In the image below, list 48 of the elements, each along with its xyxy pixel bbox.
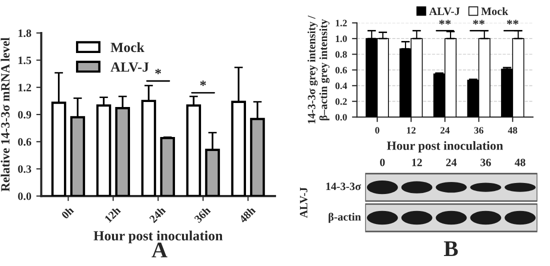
bar	[160, 136, 175, 196]
text: 48	[514, 158, 526, 166]
annotation: *	[200, 80, 206, 86]
x-tick-label: 24	[440, 127, 450, 134]
text: 0	[380, 158, 385, 166]
legend-label: Mock	[110, 42, 144, 52]
x-tick-label: 48	[508, 127, 518, 134]
annotation: **	[506, 20, 518, 25]
y-tick-label: 1.5	[18, 56, 32, 64]
legend-label: Mock	[481, 7, 508, 16]
x-axis-title: Hour post inoculation	[94, 230, 223, 244]
y-tick-label: 1.8	[18, 29, 32, 37]
x-tick-label: 12	[407, 127, 416, 134]
y-tick-label: 0.2	[335, 98, 347, 105]
x-tick-label: 48h	[238, 206, 256, 224]
y-tick-label: 1.0	[336, 35, 347, 42]
y-tick-label: 0.9	[18, 110, 32, 119]
text: 12	[412, 158, 422, 166]
text: 14-3-3σ	[326, 182, 362, 190]
annotation: **	[439, 20, 451, 25]
x-tick-label: 0h	[60, 206, 74, 220]
legend-label: ALV-J	[110, 62, 149, 72]
y-tick-label: 0.0	[18, 192, 32, 200]
text: ALV-J	[300, 187, 308, 218]
y-tick-label: 0.6	[335, 66, 347, 74]
text: A	[152, 242, 168, 258]
annotation: **	[473, 20, 485, 25]
legend-label: ALV-J	[429, 8, 460, 16]
y-tick-label: 1.2	[18, 84, 32, 92]
text: 24	[446, 158, 457, 166]
y-axis-title: Relative 14-3-3σ mRNA level	[0, 38, 10, 192]
x-tick-label: 0	[375, 127, 380, 134]
y-tick-label: 0.3	[18, 165, 32, 173]
x-tick-label: 24h	[148, 206, 166, 224]
text: 36	[480, 158, 491, 166]
x-axis-title: Hour post inoculation	[386, 141, 503, 152]
text: β-actin	[328, 212, 361, 223]
x-tick-label: 36h	[194, 206, 212, 224]
y-tick-label: 0.8	[335, 51, 347, 58]
y-tick-label: 1.2	[336, 20, 347, 26]
y-tick-label: 0.4	[335, 82, 348, 90]
y-tick-label: 0.0	[335, 114, 347, 121]
x-tick-label: 36	[474, 127, 484, 134]
annotation: *	[155, 68, 162, 74]
y-axis-title: 14-3-3σ grey intensity / β–actin grey intensity	[308, 16, 330, 124]
x-tick-label: 12h	[104, 206, 122, 223]
text: B	[444, 241, 458, 256]
y-tick-label: 0.6	[18, 138, 32, 146]
